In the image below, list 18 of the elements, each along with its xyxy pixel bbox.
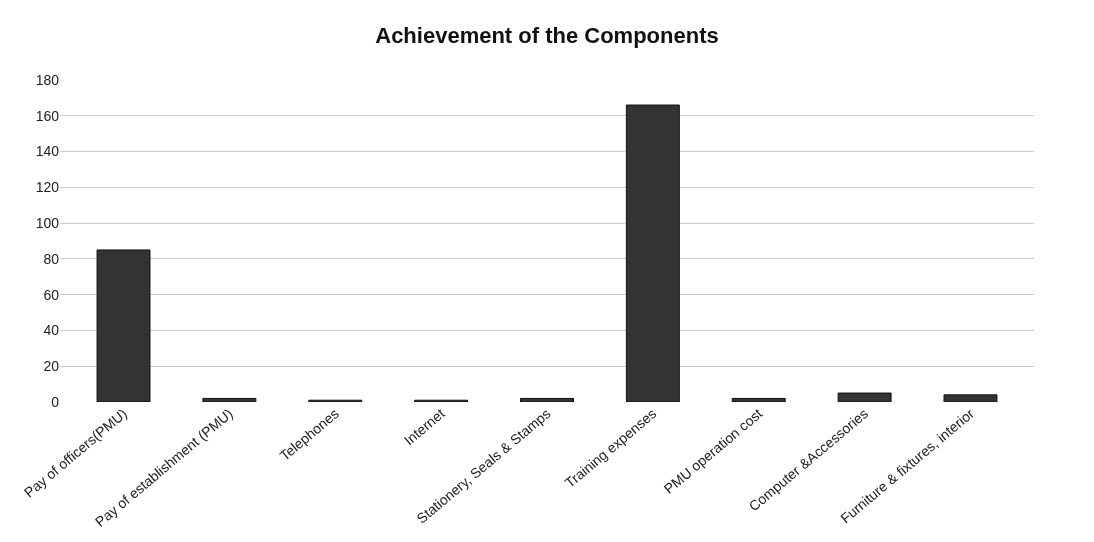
y-tick-label: 20 bbox=[43, 358, 60, 375]
y-tick-label: 0 bbox=[51, 393, 60, 410]
y-tick-label: 160 bbox=[35, 107, 60, 124]
bar bbox=[625, 104, 680, 402]
bar bbox=[943, 394, 998, 402]
bar bbox=[96, 249, 151, 402]
y-tick-label: 40 bbox=[43, 322, 60, 339]
bar bbox=[731, 397, 786, 402]
y-tick-label: 140 bbox=[35, 143, 60, 160]
bar bbox=[520, 397, 574, 402]
bar bbox=[202, 397, 257, 402]
y-tick-label: 100 bbox=[35, 215, 60, 232]
y-tick-label: 60 bbox=[43, 286, 60, 303]
y-tick-label: 120 bbox=[35, 179, 60, 196]
y-tick-label: 180 bbox=[35, 71, 60, 88]
bar bbox=[837, 392, 892, 402]
chart-title: Achievement of the Components bbox=[375, 22, 719, 48]
y-tick-label: 80 bbox=[43, 250, 60, 267]
